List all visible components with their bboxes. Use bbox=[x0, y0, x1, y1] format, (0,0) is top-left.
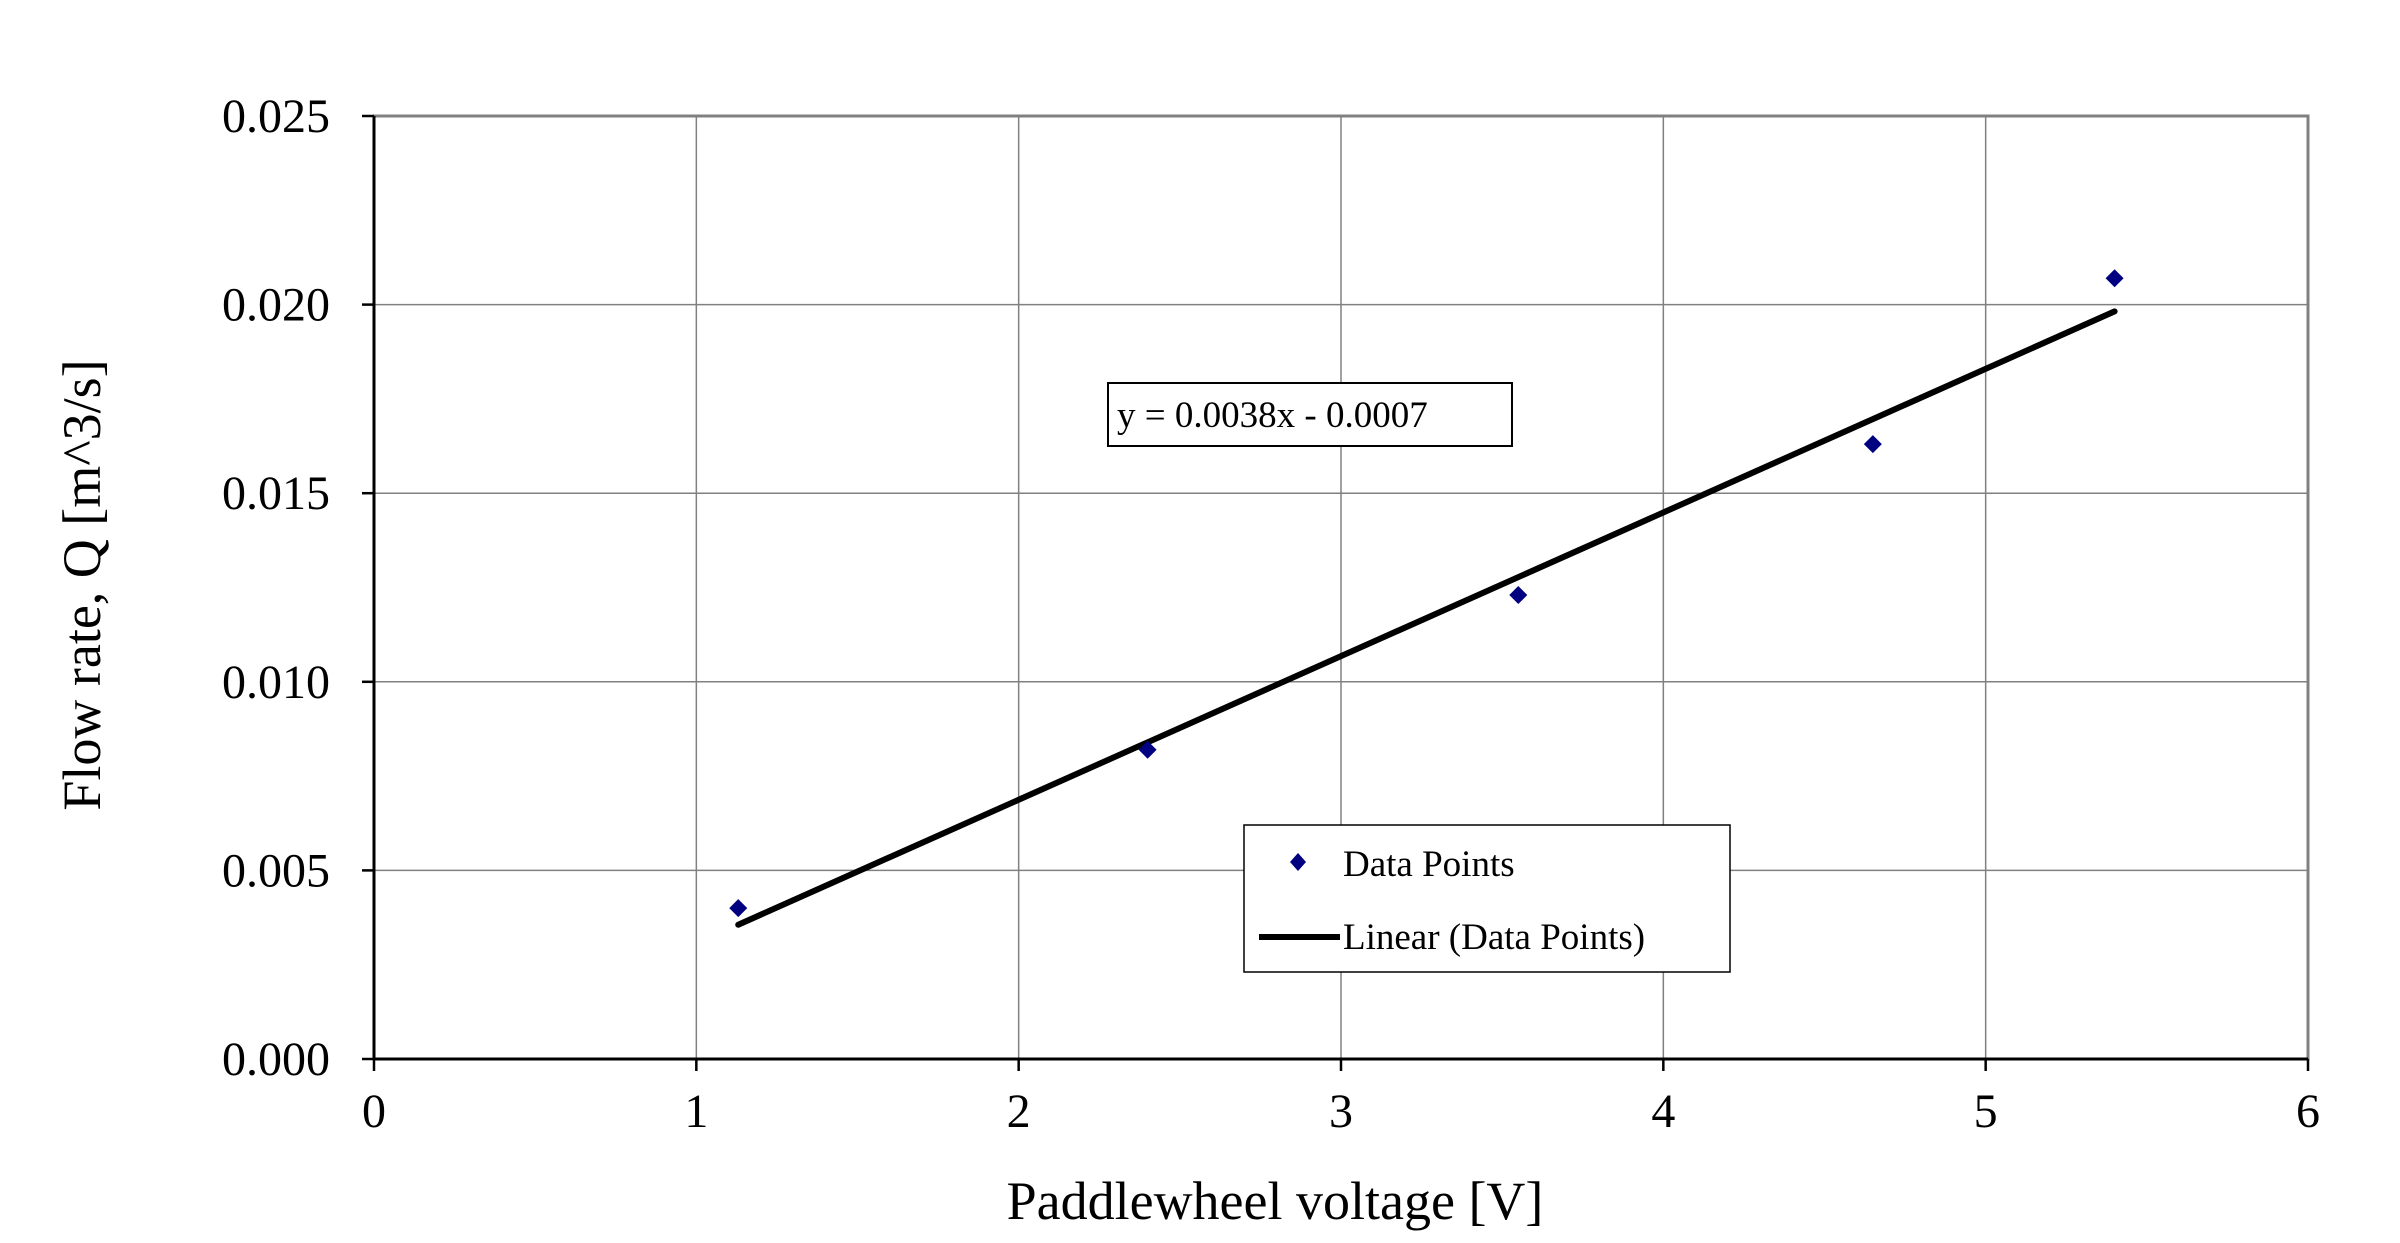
trendline-layer bbox=[735, 308, 2118, 928]
equation-box-frame bbox=[1107, 382, 1513, 447]
equation-label: y = 0.0038x - 0.0007 bbox=[1117, 395, 1428, 436]
legend-label-data-points: Data Points bbox=[1343, 844, 1515, 885]
trendline-linear bbox=[735, 308, 2118, 928]
x-tick-label: 3 bbox=[1329, 1085, 1353, 1138]
x-tick-label: 0 bbox=[362, 1085, 386, 1138]
data-points-layer bbox=[729, 269, 2124, 918]
x-axis-title: Paddlewheel voltage [V] bbox=[1007, 1171, 1544, 1231]
data-point-marker bbox=[2105, 269, 2124, 288]
axis-layer: 0 1 2 3 4 5 6 0.000 0.005 0.010 0.015 0.020 0.025 bbox=[222, 90, 2320, 1138]
y-tick-label: 0.025 bbox=[222, 90, 330, 143]
data-point-marker bbox=[729, 899, 748, 918]
y-tick-label: 0.015 bbox=[222, 467, 330, 520]
x-tick-label: 5 bbox=[1974, 1085, 1998, 1138]
y-tick-label: 0.010 bbox=[222, 656, 330, 709]
y-axis-title: Flow rate, Q [m^3/s] bbox=[52, 359, 112, 810]
legend-label-linear: Linear (Data Points) bbox=[1343, 917, 1645, 958]
x-tick-label: 4 bbox=[1651, 1085, 1675, 1138]
equation-box: y = 0.0038x - 0.0007 bbox=[1107, 382, 1513, 447]
data-point-marker bbox=[1509, 586, 1528, 605]
legend: Data Points Linear (Data Points) bbox=[1243, 824, 1731, 973]
data-point-marker bbox=[1863, 435, 1882, 454]
x-tick-label: 1 bbox=[684, 1085, 708, 1138]
data-point-marker bbox=[1138, 740, 1157, 759]
legend-frame bbox=[1243, 824, 1731, 973]
y-tick-label: 0.000 bbox=[222, 1033, 330, 1086]
y-tick-label: 0.020 bbox=[222, 279, 330, 332]
x-tick-label: 2 bbox=[1007, 1085, 1031, 1138]
y-tick-label: 0.005 bbox=[222, 844, 330, 897]
x-tick-label: 6 bbox=[2296, 1085, 2320, 1138]
legend-marker-data-points bbox=[1290, 853, 1306, 871]
